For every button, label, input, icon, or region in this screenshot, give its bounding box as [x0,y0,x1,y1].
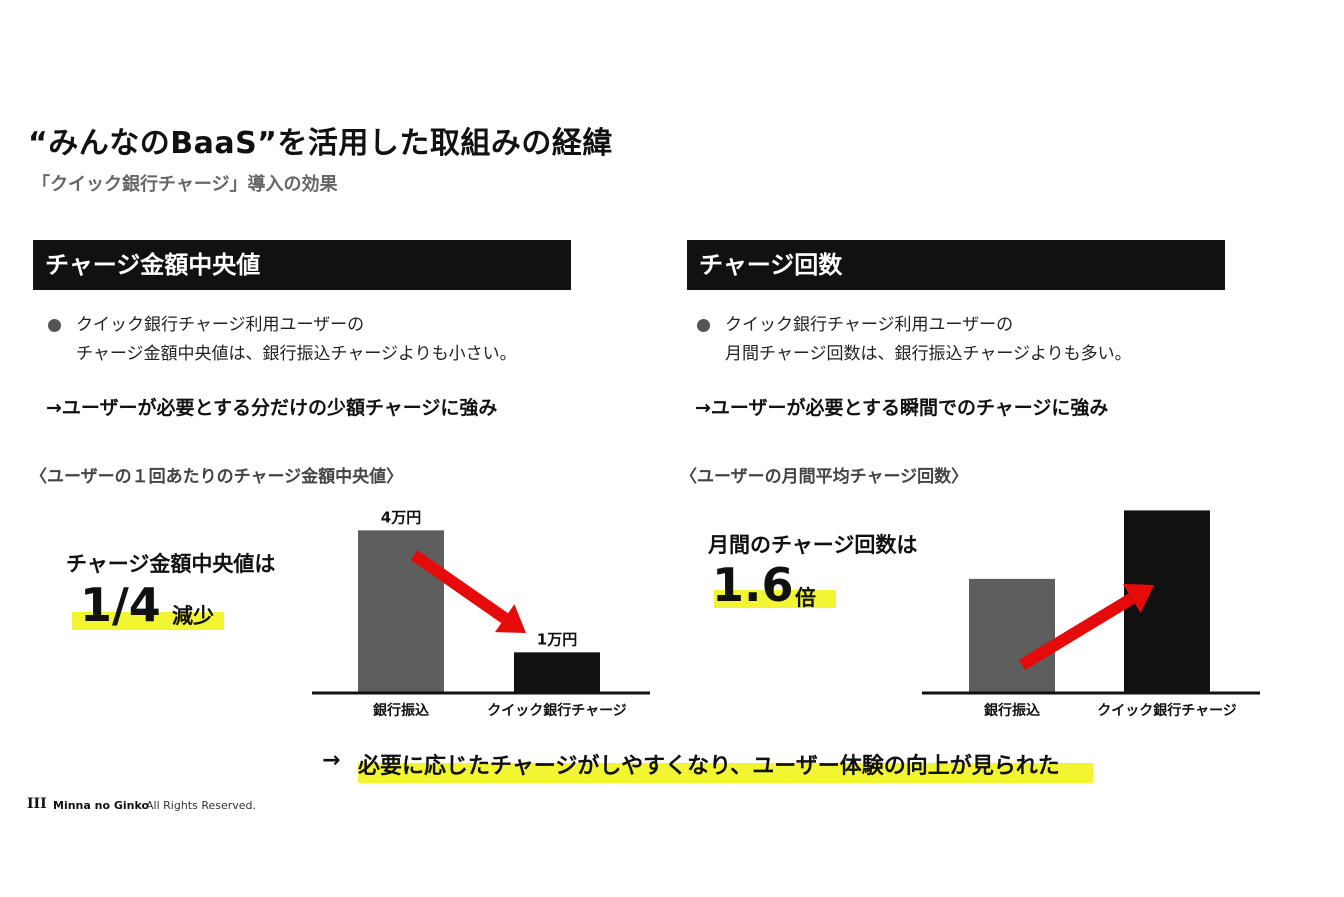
trend-arrow-head [1122,583,1154,614]
right-callout-label: 月間のチャージ回数は [708,533,918,557]
summary-text: 必要に応じたチャージがしやすくなり、ユーザー体験の向上が見られた [358,754,1060,779]
copyright-text: All Rights Reserved. [146,799,257,812]
trend-arrow-shaft [1018,593,1135,671]
x-tick-label: 銀行振込 [373,702,429,719]
right-conclusion: →ユーザーが必要とする瞬間でのチャージに強み [695,397,1109,419]
bar-value-label: 1万円 [537,630,577,648]
left-bullet-dot [48,319,61,332]
left-callout-suffix: 減少 [172,604,214,628]
left-section-heading: チャージ金額中央値 [33,240,571,290]
summary-arrow: → [322,748,341,773]
right-section-heading: チャージ回数 [687,240,1225,290]
trend-arrow-head [494,604,526,633]
left-bullet-line2: チャージ金額中央値は、銀行振込チャージよりも小さい。 [76,344,517,364]
right-chart-caption: 〈ユーザーの月間平均チャージ回数〉 [680,467,969,487]
right-bullet-line2: 月間チャージ回数は、銀行振込チャージよりも多い。 [725,344,1132,364]
x-tick-label: 銀行振込 [984,702,1040,719]
bar-2 [514,652,600,693]
right-bar-chart: 銀行振込 クイック銀行チャージ [922,510,1260,719]
bar-1 [969,578,1055,693]
left-callout-highlight [72,612,224,630]
left-callout-value: 1/4 [80,578,161,632]
brand-name: Minna no Ginko [53,799,150,812]
right-bullet-dot [697,319,710,332]
right-callout-value: 1.6 [712,558,794,612]
right-callout-highlight [714,590,836,608]
left-chart-caption: 〈ユーザーの１回あたりのチャージ金額中央値〉 [30,467,404,487]
bar-1 [358,530,444,693]
page-subtitle: 「クイック銀行チャージ」導入の効果 [32,174,338,195]
left-callout-label: チャージ金額中央値は [66,552,276,576]
page-title: “みんなのBaaS”を活用した取組みの経緯 [28,126,613,161]
x-tick-label: クイック銀行チャージ [487,702,627,719]
bar-value-label: 4万円 [381,508,421,526]
x-tick-label: クイック銀行チャージ [1097,702,1237,719]
left-bullet-line1: クイック銀行チャージ利用ユーザーの [76,315,365,335]
brand-logo-mark: III [27,796,47,812]
left-conclusion: →ユーザーが必要とする分だけの少額チャージに強み [46,397,498,419]
right-bullet-line1: クイック銀行チャージ利用ユーザーの [725,315,1014,335]
right-callout-suffix: 倍 [795,586,816,610]
trend-arrow-shaft [410,550,509,624]
summary-highlight [358,763,1093,783]
